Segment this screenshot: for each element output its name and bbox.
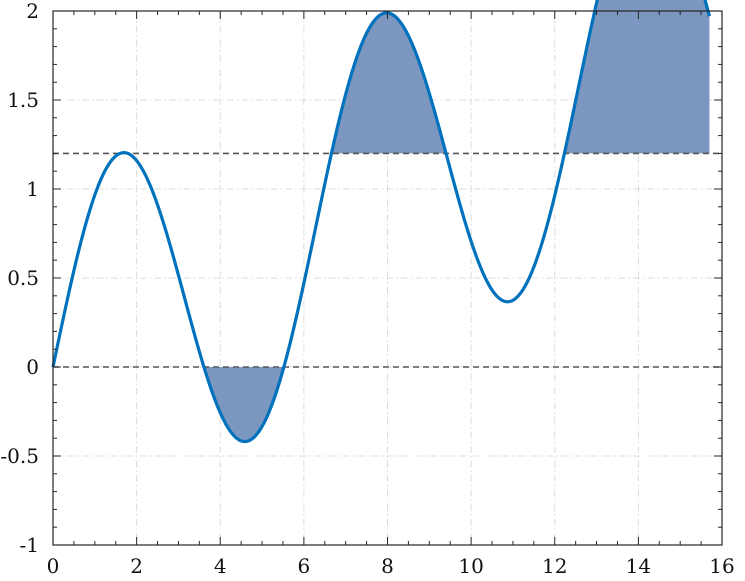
axis-ticks (52, 10, 723, 546)
threshold-lines (53, 152, 722, 368)
series-line (51, 0, 712, 444)
y-tick-label: 0 (26, 355, 39, 379)
x-tick-label: 0 (47, 554, 60, 578)
x-tick-label: 8 (381, 554, 394, 578)
x-tick-label: 6 (298, 554, 311, 578)
y-tick-label: 2 (26, 0, 39, 23)
y-tick-label: -1 (20, 533, 39, 557)
x-tick-label: 14 (626, 554, 651, 578)
y-tick-label: 1.5 (7, 88, 39, 112)
y-tick-label: -0.5 (0, 444, 39, 468)
shaded-region (564, 0, 710, 154)
series-layer (51, 0, 712, 444)
x-tick-label: 2 (130, 554, 143, 578)
y-tick-label: 0.5 (7, 266, 39, 290)
x-tick-label: 4 (214, 554, 227, 578)
x-tick-label: 16 (709, 554, 734, 578)
x-tick-label: 10 (458, 554, 483, 578)
x-tick-label: 12 (542, 554, 567, 578)
y-tick-label: 1 (26, 177, 39, 201)
shaded-regions (120, 0, 710, 442)
